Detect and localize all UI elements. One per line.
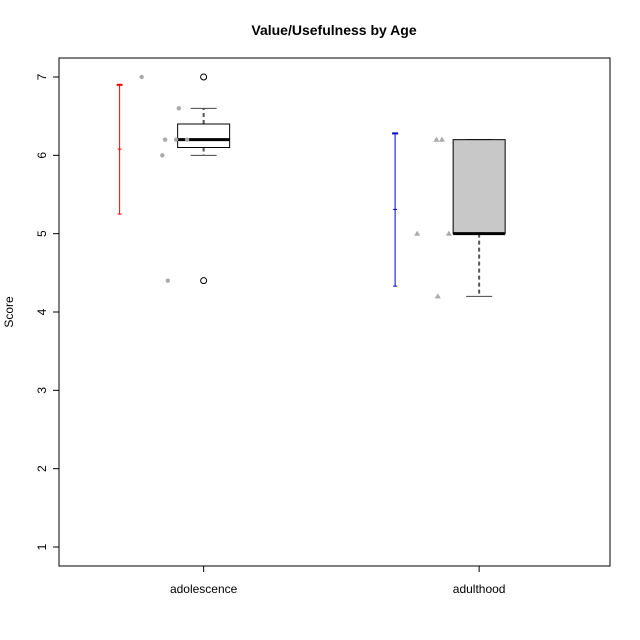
jitter-point	[434, 293, 441, 299]
y-axis: 1 2 3 4 5 6 7	[35, 73, 60, 550]
y-tick-label: 3	[35, 387, 49, 394]
x-tick-label: adulthood	[453, 582, 506, 596]
y-tick-label: 5	[35, 230, 49, 237]
box-iqr	[452, 139, 506, 235]
plot-frame	[58, 57, 611, 567]
y-tick-label: 2	[35, 465, 49, 472]
jitter-point	[165, 278, 171, 283]
y-tick-label: 7	[35, 73, 49, 80]
boxes-layer	[177, 73, 506, 297]
y-tick-label: 6	[35, 152, 49, 159]
y-tick-label: 4	[35, 308, 49, 315]
jitter-point	[184, 137, 190, 142]
y-axis-label: Score	[2, 296, 16, 328]
jitter-points-layer	[139, 74, 452, 299]
y-tick-label: 1	[35, 543, 49, 550]
jitter-point	[433, 136, 440, 142]
box-iqr	[177, 123, 231, 148]
jitter-point	[139, 74, 144, 80]
x-axis: adolescence adulthood	[170, 566, 506, 596]
jitter-point	[176, 106, 182, 111]
chart-title: Value/Usefulness by Age	[251, 22, 416, 38]
error-bars-layer	[116, 83, 399, 287]
jitter-point	[414, 230, 421, 236]
jitter-point	[173, 137, 179, 142]
jitter-point	[160, 153, 165, 158]
outlier-point	[200, 73, 208, 81]
jitter-point	[445, 230, 452, 236]
x-tick-label: adolescence	[170, 582, 238, 596]
jitter-point	[162, 137, 168, 142]
outlier-point	[200, 277, 208, 285]
jitter-point	[438, 136, 445, 142]
